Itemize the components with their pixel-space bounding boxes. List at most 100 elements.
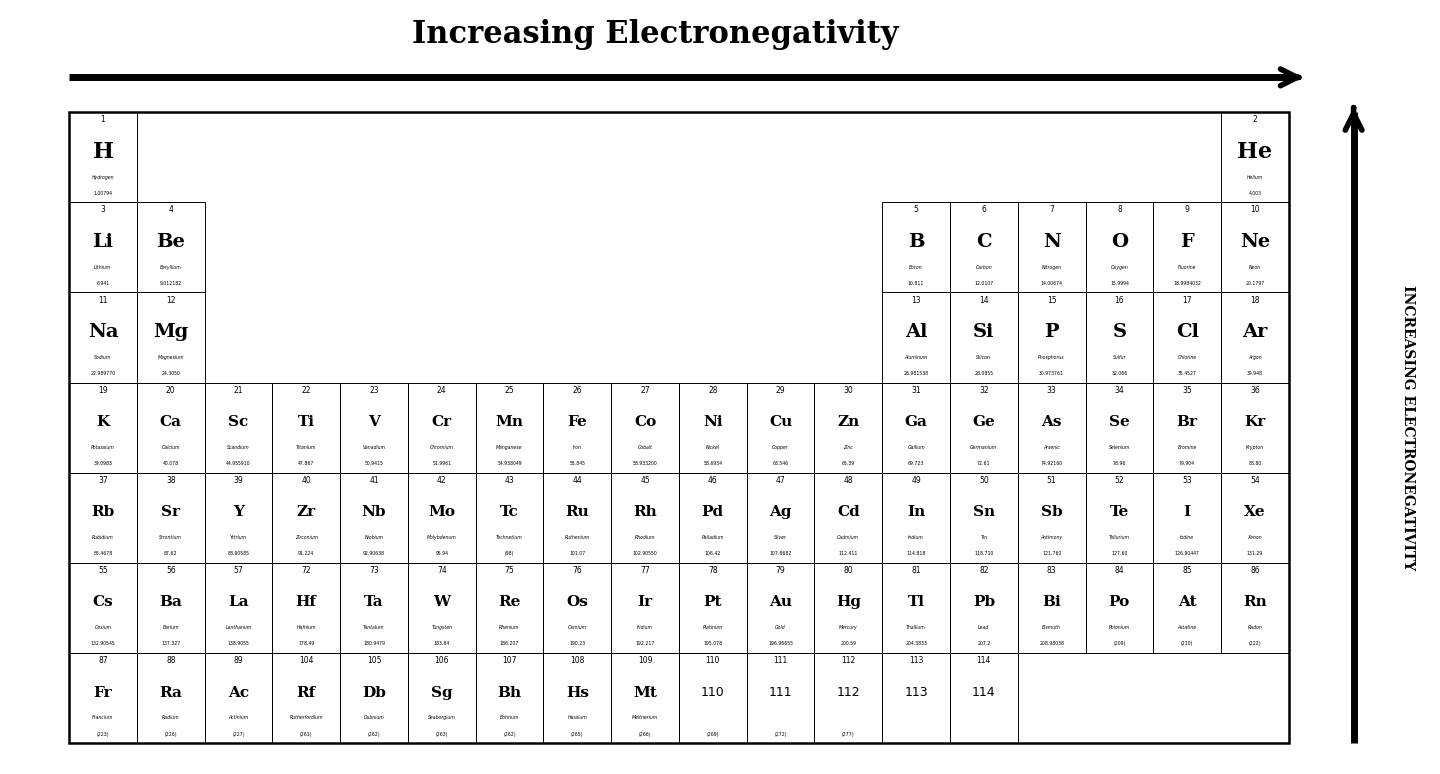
Text: (226): (226): [164, 731, 177, 737]
Text: (210): (210): [1181, 642, 1194, 646]
Bar: [680, 382, 747, 473]
Text: (227): (227): [232, 731, 245, 737]
Text: Hassium: Hassium: [567, 715, 588, 721]
Text: 57: 57: [233, 566, 243, 575]
Text: 72: 72: [301, 566, 311, 575]
Text: 50.9415: 50.9415: [364, 461, 383, 466]
Bar: [204, 563, 272, 653]
Bar: [204, 653, 272, 743]
Text: 14.00674: 14.00674: [1041, 281, 1063, 286]
Bar: [137, 293, 204, 382]
Text: 77: 77: [641, 566, 649, 575]
Text: 137.327: 137.327: [161, 642, 180, 646]
Text: V: V: [369, 415, 380, 430]
Bar: [815, 473, 883, 563]
Text: Ni: Ni: [703, 415, 723, 430]
Text: 114: 114: [976, 656, 991, 665]
Text: 204.3833: 204.3833: [906, 642, 927, 646]
Text: 131.29: 131.29: [1247, 551, 1263, 557]
Bar: [1018, 293, 1086, 382]
Text: (261): (261): [300, 731, 312, 737]
Text: 114.818: 114.818: [906, 551, 926, 557]
Text: 18.9984032: 18.9984032: [1174, 281, 1201, 286]
Bar: [883, 202, 950, 293]
Text: Ba: Ba: [160, 595, 183, 609]
Text: 54.938049: 54.938049: [497, 461, 521, 466]
Text: Zinc: Zinc: [844, 445, 854, 450]
Text: Rubidium: Rubidium: [92, 535, 114, 540]
Text: Tellurium: Tellurium: [1109, 535, 1130, 540]
Text: 78: 78: [708, 566, 717, 575]
Bar: [1153, 473, 1221, 563]
Text: 47.867: 47.867: [298, 461, 314, 466]
Text: 39.948: 39.948: [1247, 371, 1263, 376]
Text: 112.411: 112.411: [838, 551, 858, 557]
Text: 15.9994: 15.9994: [1110, 281, 1129, 286]
Text: 10.811: 10.811: [909, 281, 924, 286]
Text: Tc: Tc: [500, 505, 518, 519]
Text: 192.217: 192.217: [635, 642, 655, 646]
Text: 25: 25: [505, 385, 514, 395]
Bar: [543, 653, 611, 743]
Text: Gold: Gold: [775, 625, 786, 630]
Text: 46: 46: [708, 476, 717, 485]
Text: 21: 21: [233, 385, 243, 395]
Text: In: In: [907, 505, 926, 519]
Text: 102.90550: 102.90550: [632, 551, 658, 557]
Text: Gallium: Gallium: [907, 445, 924, 450]
Text: 30.973761: 30.973761: [1040, 371, 1064, 376]
Text: O: O: [1110, 233, 1128, 251]
Text: Rh: Rh: [634, 505, 657, 519]
Text: Iron: Iron: [573, 445, 582, 450]
Text: 55: 55: [98, 566, 108, 575]
Text: 40: 40: [301, 476, 311, 485]
Text: 113: 113: [904, 686, 927, 699]
Text: 10: 10: [1250, 205, 1260, 214]
Text: (98): (98): [505, 551, 514, 557]
Bar: [1221, 112, 1289, 202]
Bar: [543, 473, 611, 563]
Text: Hydrogen: Hydrogen: [92, 175, 114, 180]
Text: 79: 79: [776, 566, 785, 575]
Text: 39: 39: [233, 476, 243, 485]
Text: Radium: Radium: [161, 715, 180, 721]
Text: 26.981538: 26.981538: [903, 371, 929, 376]
Text: 28: 28: [708, 385, 717, 395]
Bar: [204, 473, 272, 563]
Bar: [611, 653, 680, 743]
Bar: [137, 382, 204, 473]
Text: As: As: [1041, 415, 1061, 430]
Text: Co: Co: [634, 415, 657, 430]
Text: 14: 14: [979, 296, 989, 304]
Bar: [950, 653, 1018, 743]
Text: 79.904: 79.904: [1179, 461, 1195, 466]
Text: 127.60: 127.60: [1112, 551, 1128, 557]
Text: Astatine: Astatine: [1178, 625, 1197, 630]
Text: INCREASING ELECTRONEGATIVITY: INCREASING ELECTRONEGATIVITY: [1401, 285, 1416, 570]
Text: 44.955910: 44.955910: [226, 461, 251, 466]
Bar: [950, 382, 1018, 473]
Text: (223): (223): [96, 731, 109, 737]
Bar: [1086, 202, 1153, 293]
Text: Nickel: Nickel: [706, 445, 720, 450]
Text: 24.3050: 24.3050: [161, 371, 180, 376]
Text: 27: 27: [641, 385, 649, 395]
Text: Mercury: Mercury: [840, 625, 858, 630]
Text: I: I: [1184, 505, 1191, 519]
Text: Ir: Ir: [638, 595, 652, 609]
Text: 121.760: 121.760: [1043, 551, 1061, 557]
Text: 110: 110: [701, 686, 724, 699]
Text: 54: 54: [1250, 476, 1260, 485]
Bar: [611, 473, 680, 563]
Text: Iridium: Iridium: [636, 625, 654, 630]
Text: Po: Po: [1109, 595, 1130, 609]
Text: Silicon: Silicon: [976, 354, 991, 360]
Text: 74.92160: 74.92160: [1041, 461, 1063, 466]
Text: 108: 108: [570, 656, 585, 665]
Text: 207.2: 207.2: [978, 642, 991, 646]
Text: 8: 8: [1117, 205, 1122, 214]
Text: Osmium: Osmium: [567, 625, 588, 630]
Text: 18: 18: [1250, 296, 1260, 304]
Text: 15: 15: [1047, 296, 1057, 304]
Text: 89: 89: [233, 656, 243, 665]
